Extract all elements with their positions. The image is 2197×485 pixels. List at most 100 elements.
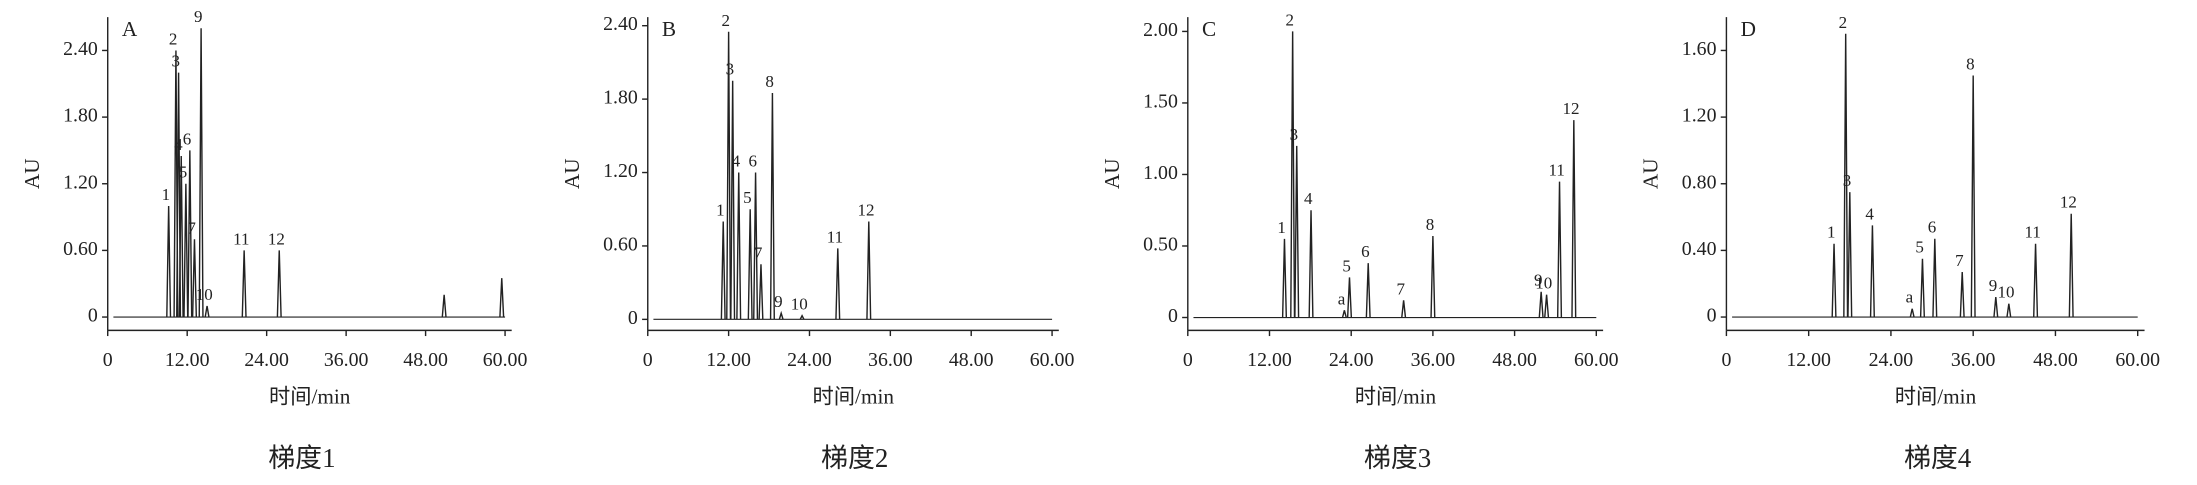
y-tick-label: 2.40 xyxy=(603,13,638,35)
peak xyxy=(2068,213,2074,318)
peak xyxy=(778,310,784,320)
x-tick-label: 0 xyxy=(1183,349,1193,371)
peak xyxy=(758,264,764,320)
peak-label: 11 xyxy=(1549,161,1565,180)
peak-label: 8 xyxy=(1966,54,1975,73)
caption: 梯度4 xyxy=(1904,443,1972,473)
peak-label: 1 xyxy=(1277,218,1286,237)
peak-label: 4 xyxy=(1865,204,1874,223)
y-tick-label: 0.60 xyxy=(63,238,98,260)
peak xyxy=(1308,210,1314,318)
peak-label: 10 xyxy=(1997,283,2014,302)
peak-label: 9 xyxy=(1989,276,1998,295)
x-tick-label: 60.00 xyxy=(483,349,528,371)
peak-label: 5 xyxy=(1342,256,1351,275)
x-tick-label: 12.00 xyxy=(706,349,751,371)
x-axis-label: 时间/min xyxy=(269,384,351,408)
peak xyxy=(1544,294,1550,318)
peak-label: 1 xyxy=(162,185,171,204)
y-tick-label: 0.50 xyxy=(1143,234,1178,256)
peak-label: 4 xyxy=(732,152,741,171)
peak xyxy=(753,172,759,320)
y-tick-label: 1.00 xyxy=(1143,162,1178,184)
peak-label: 10 xyxy=(1535,274,1552,293)
peak xyxy=(1365,263,1371,318)
peak-label: 12 xyxy=(268,229,285,248)
x-axis-label: 时间/min xyxy=(813,384,895,408)
panel-label: D xyxy=(1741,17,1756,41)
x-tick-label: 12.00 xyxy=(1247,349,1292,371)
y-axis-label: AU xyxy=(1100,158,1124,189)
peak xyxy=(1294,145,1300,318)
peak xyxy=(178,155,184,318)
peak xyxy=(1571,120,1577,318)
y-tick-label: 1.20 xyxy=(63,171,98,193)
x-tick-label: 48.00 xyxy=(949,349,994,371)
x-axis-label: 时间/min xyxy=(1355,384,1437,408)
y-tick-label: 2.00 xyxy=(1143,19,1178,41)
y-tick-label: 1.80 xyxy=(63,105,98,127)
y-tick-label: 0.80 xyxy=(1682,171,1717,193)
y-tick-label: 0 xyxy=(1168,305,1178,327)
y-tick-label: 0 xyxy=(1707,305,1717,327)
peak xyxy=(1993,296,1999,318)
x-tick-label: 0 xyxy=(1721,349,1731,371)
peak-label: 4 xyxy=(174,135,183,154)
y-tick-label: 1.50 xyxy=(1143,90,1178,112)
peak-label: 5 xyxy=(743,188,752,207)
peak xyxy=(720,221,726,320)
x-tick-label: 36.00 xyxy=(1951,349,1996,371)
peak xyxy=(1909,308,1915,318)
peak xyxy=(1401,300,1407,318)
x-tick-label: 48.00 xyxy=(2033,349,2078,371)
peak xyxy=(866,221,872,320)
x-tick-label: 36.00 xyxy=(1411,349,1456,371)
panel-label: A xyxy=(122,17,138,41)
peak-label: 2 xyxy=(1839,13,1848,32)
x-tick-label: 60.00 xyxy=(2115,349,2160,371)
peak-label: 12 xyxy=(2060,193,2077,212)
peak xyxy=(204,305,210,318)
peak xyxy=(1346,277,1353,318)
peak-label: 9 xyxy=(774,292,783,311)
peak-label: 8 xyxy=(765,72,774,91)
x-tick-label: 0 xyxy=(643,349,653,371)
peak xyxy=(198,28,204,318)
x-tick-label: 24.00 xyxy=(244,349,289,371)
peak-label: 6 xyxy=(748,152,757,171)
peak-label: 2 xyxy=(169,29,178,48)
peak-label: 7 xyxy=(187,218,196,237)
y-axis-label: AU xyxy=(560,158,584,189)
y-tick-label: 2.40 xyxy=(63,38,98,60)
y-tick-label: 0.40 xyxy=(1682,238,1717,260)
x-tick-label: 48.00 xyxy=(1492,349,1537,371)
peak-label: 2 xyxy=(1286,10,1295,29)
peak-label: 3 xyxy=(171,52,180,71)
y-tick-label: 0.60 xyxy=(603,233,638,255)
peak xyxy=(769,92,775,320)
peak-label: 4 xyxy=(1304,189,1313,208)
peak xyxy=(799,314,805,320)
peak xyxy=(187,150,193,318)
peak xyxy=(1959,272,1965,318)
peak xyxy=(191,239,198,318)
peak-label: 5 xyxy=(1915,238,1924,257)
peak xyxy=(1847,192,1853,318)
peak-label: 6 xyxy=(1361,242,1370,261)
y-tick-label: 1.20 xyxy=(603,160,638,182)
y-tick-label: 1.20 xyxy=(1682,105,1717,127)
peak xyxy=(241,250,247,318)
peak xyxy=(747,209,753,320)
peak-label: 2 xyxy=(722,11,731,30)
peak-label: 7 xyxy=(1955,251,1964,270)
peak-label: 1 xyxy=(716,200,725,219)
y-tick-label: 1.80 xyxy=(603,87,638,109)
caption: 梯度3 xyxy=(1364,443,1431,473)
y-axis-label: AU xyxy=(1639,158,1663,189)
peak-label: 11 xyxy=(2025,223,2041,242)
y-axis-label: AU xyxy=(20,158,44,189)
peak xyxy=(2006,303,2012,318)
peak xyxy=(835,248,841,320)
peak-label: 3 xyxy=(726,60,735,79)
peak-label: 11 xyxy=(233,229,249,248)
